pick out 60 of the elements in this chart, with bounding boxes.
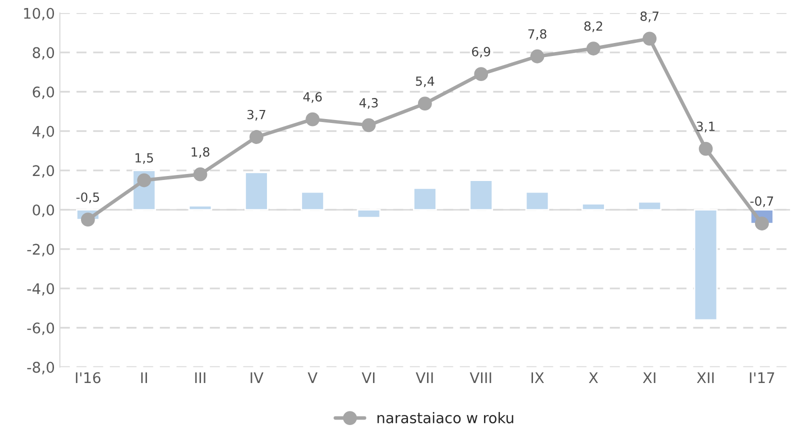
bar	[638, 201, 662, 210]
bar	[525, 191, 550, 210]
point	[193, 167, 208, 182]
y-tick-label: 8,0	[32, 47, 54, 60]
point	[586, 42, 600, 56]
y-tick-label: 10,0	[24, 8, 54, 20]
data-label: 1,5	[136, 153, 153, 164]
x-tick-label: III	[195, 372, 206, 384]
data-label: 8,2	[584, 21, 602, 32]
bar	[356, 209, 381, 218]
x-tick-label: X	[588, 372, 598, 384]
point	[418, 96, 432, 111]
data-label: 4,6	[303, 92, 322, 103]
point	[754, 216, 769, 230]
data-label: 3,7	[247, 110, 266, 121]
point	[642, 32, 657, 46]
bar	[188, 205, 212, 210]
bar	[582, 203, 606, 210]
bar	[300, 191, 325, 210]
bar	[244, 172, 268, 210]
x-tick-label: I'17	[750, 372, 774, 384]
data-label: 8,7	[640, 12, 658, 22]
y-tick-label: -8,0	[27, 362, 54, 374]
y-tick-label: -4,0	[27, 283, 54, 296]
point	[80, 212, 95, 227]
point	[474, 67, 488, 82]
legend-label: narastaiaco w roku	[378, 412, 514, 424]
data-label: 1,8	[192, 147, 210, 158]
x-tick-label: V	[308, 372, 318, 384]
data-label: -0,7	[750, 196, 774, 208]
data-label: 4,3	[359, 98, 378, 109]
x-tick-label: I'16	[76, 372, 100, 384]
point	[362, 118, 376, 132]
y-tick-label: -2,0	[27, 244, 54, 256]
point	[249, 130, 264, 144]
y-tick-label: -6,0	[27, 322, 54, 335]
point	[698, 142, 713, 156]
y-tick-label: 0,0	[32, 204, 54, 217]
point	[530, 49, 544, 64]
data-label: 3,1	[696, 122, 715, 132]
bar	[694, 209, 718, 321]
x-tick-label: VIII	[470, 372, 492, 384]
data-label: 5,4	[416, 76, 434, 88]
y-tick-label: 6,0	[32, 86, 54, 100]
data-label: 7,8	[528, 29, 546, 40]
point	[306, 112, 320, 126]
point	[137, 173, 152, 188]
x-tick-label: II	[141, 372, 147, 384]
x-tick-label: XI	[642, 372, 656, 384]
x-tick-label: IX	[532, 372, 544, 384]
bar	[413, 187, 437, 210]
data-label: -0,5	[76, 192, 100, 204]
data-label: 6,9	[472, 46, 490, 58]
x-tick-label: VI	[362, 372, 374, 384]
y-tick-label: 4,0	[32, 126, 54, 138]
bar	[469, 180, 494, 210]
y-tick-label: 2,0	[32, 165, 54, 178]
x-tick-label: XII	[696, 372, 714, 384]
x-tick-label: IV	[250, 372, 264, 384]
x-tick-label: VII	[416, 372, 433, 384]
